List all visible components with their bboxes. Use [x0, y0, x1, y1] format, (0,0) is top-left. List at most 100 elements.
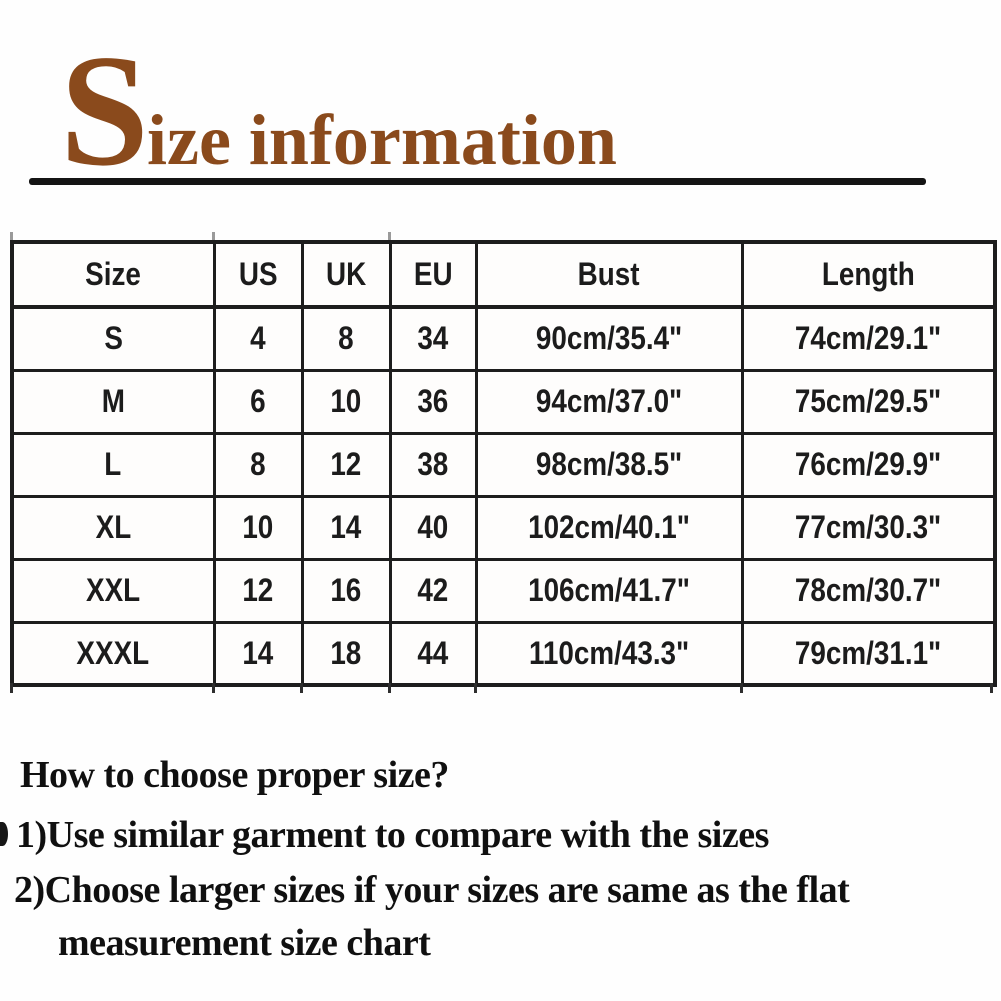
cell-text: 94cm/37.0" — [535, 383, 683, 419]
table-cell: XXL — [10, 557, 216, 624]
cell-text: 12 — [242, 572, 274, 608]
cell-text: 110cm/43.3" — [528, 634, 690, 671]
rule-overshoot-tick — [474, 683, 477, 693]
notes-line-2-continued: measurement size chart — [58, 922, 431, 964]
table-row-s: S 4 8 34 90cm/35.4" 74cm/29.1" — [10, 305, 997, 372]
table-cell: 14 — [212, 620, 304, 687]
table-cell: 18 — [300, 620, 392, 687]
cell-text: 90cm/35.4" — [535, 320, 683, 357]
cell-text: 38 — [417, 446, 449, 482]
table-cell: S — [10, 305, 216, 372]
rule-overshoot-tick — [300, 683, 303, 693]
cell-text: 74cm/29.1" — [795, 320, 942, 357]
notes-line-1: 1)Use similar garment to compare with th… — [16, 814, 769, 856]
table-cell: M — [10, 368, 216, 435]
cell-text: 102cm/40.1" — [528, 509, 690, 545]
cell-text: 34 — [417, 320, 449, 357]
table-cell: 90cm/35.4" — [474, 305, 744, 372]
table-row-l: L 8 12 38 98cm/38.5" 76cm/29.9" — [10, 431, 997, 498]
table-cell: 10 — [300, 368, 392, 435]
table-row-xxxl: XXXL 14 18 44 110cm/43.3" 79cm/31.1" — [10, 620, 997, 687]
cell-text: XXL — [86, 572, 141, 608]
column-header-size: Size — [10, 240, 216, 309]
page-title-dropcap: S — [60, 21, 149, 199]
cell-text: 42 — [417, 572, 449, 608]
cell-text: 8 — [250, 446, 266, 482]
table-cell: 79cm/31.1" — [740, 620, 997, 687]
table-cell: 78cm/30.7" — [740, 557, 997, 624]
header-text: Length — [821, 256, 915, 292]
table-cell: 102cm/40.1" — [474, 494, 744, 561]
cell-text: 18 — [330, 634, 362, 671]
cell-text: 36 — [417, 383, 449, 419]
header-text: UK — [325, 256, 367, 292]
table-cell: 36 — [388, 368, 478, 435]
rule-overshoot-tick — [10, 232, 13, 240]
cell-text: 14 — [242, 634, 274, 671]
cell-text: 106cm/41.7" — [528, 572, 690, 608]
cell-text: 79cm/31.1" — [795, 634, 942, 671]
column-header-uk: UK — [300, 240, 392, 309]
cell-text: XXXL — [76, 634, 150, 671]
cell-text: 10 — [242, 509, 274, 545]
column-header-us: US — [212, 240, 304, 309]
column-header-eu: EU — [388, 240, 478, 309]
cell-text: 12 — [330, 446, 362, 482]
table-header-row: Size US UK EU Bust Length — [10, 240, 997, 309]
table-cell: 12 — [300, 431, 392, 498]
cell-text: 40 — [417, 509, 449, 545]
table-cell: 110cm/43.3" — [474, 620, 744, 687]
table-cell: XL — [10, 494, 216, 561]
table-cell: 40 — [388, 494, 478, 561]
cell-text: 78cm/30.7" — [795, 572, 942, 608]
rule-overshoot-tick — [212, 683, 215, 693]
table-cell: 76cm/29.9" — [740, 431, 997, 498]
cell-text: 98cm/38.5" — [535, 446, 683, 482]
table-cell: 16 — [300, 557, 392, 624]
header-text: US — [238, 256, 278, 292]
table-cell: 77cm/30.3" — [740, 494, 997, 561]
table-cell: 94cm/37.0" — [474, 368, 744, 435]
page-title-text: ize information — [146, 100, 617, 180]
table-row-m: M 6 10 36 94cm/37.0" 75cm/29.5" — [10, 368, 997, 435]
cell-text: L — [104, 446, 122, 482]
table-row-xxl: XXL 12 16 42 106cm/41.7" 78cm/30.7" — [10, 557, 997, 624]
cell-text: XL — [95, 509, 132, 545]
title-underline — [29, 178, 926, 185]
cell-text: 44 — [417, 634, 449, 671]
cell-text: 14 — [330, 509, 362, 545]
cell-text: 75cm/29.5" — [795, 383, 942, 419]
cell-text: 4 — [250, 320, 266, 357]
column-header-bust: Bust — [474, 240, 744, 309]
table-cell: 10 — [212, 494, 304, 561]
table-cell: L — [10, 431, 216, 498]
cell-text: S — [103, 320, 123, 357]
table-row-xl: XL 10 14 40 102cm/40.1" 77cm/30.3" — [10, 494, 997, 561]
cell-text: 76cm/29.9" — [795, 446, 942, 482]
header-text: Size — [85, 256, 142, 292]
rule-overshoot-tick — [990, 683, 993, 693]
table-cell: 12 — [212, 557, 304, 624]
cell-text: 8 — [338, 320, 354, 357]
rule-overshoot-tick — [212, 232, 215, 240]
size-table: Size US UK EU Bust Length S 4 8 34 90cm/… — [10, 240, 997, 687]
header-text: EU — [413, 256, 453, 292]
rule-overshoot-tick — [388, 683, 391, 693]
rule-overshoot-tick — [388, 232, 391, 240]
cell-text: M — [101, 383, 125, 419]
cell-text: 77cm/30.3" — [795, 509, 942, 545]
rule-overshoot-tick — [740, 683, 743, 693]
cell-text: 16 — [330, 572, 362, 608]
scan-artifact — [0, 822, 8, 846]
table-cell: 38 — [388, 431, 478, 498]
notes-heading: How to choose proper size? — [20, 754, 449, 796]
table-cell: 6 — [212, 368, 304, 435]
table-cell: 42 — [388, 557, 478, 624]
cell-text: 10 — [330, 383, 362, 419]
table-cell: 14 — [300, 494, 392, 561]
table-cell: 8 — [300, 305, 392, 372]
table-cell: XXXL — [10, 620, 216, 687]
table-cell: 75cm/29.5" — [740, 368, 997, 435]
